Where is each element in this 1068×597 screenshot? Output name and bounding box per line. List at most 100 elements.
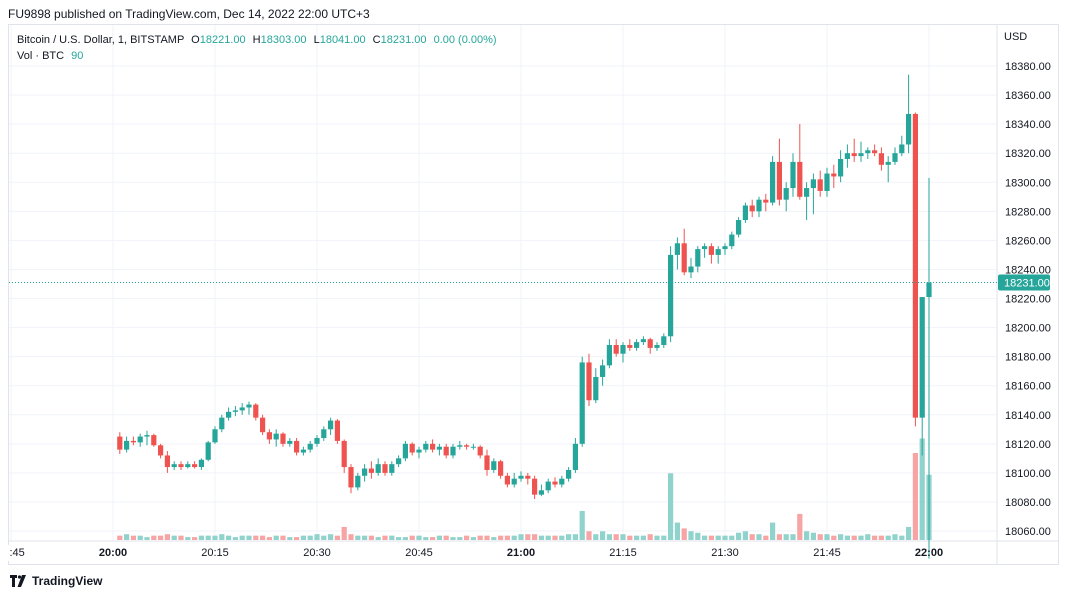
candle-body (776, 161, 782, 200)
candle-body (817, 179, 823, 191)
candle-body (280, 433, 286, 444)
volume-bar (212, 535, 218, 540)
candle-body (212, 429, 218, 443)
volume-bar (294, 537, 300, 540)
candle-body (831, 173, 837, 177)
volume-bar (362, 535, 368, 540)
legend-open-label: O (191, 34, 200, 46)
volume-bar (545, 535, 551, 540)
legend-low: 18041.00 (319, 34, 366, 46)
volume-bar (232, 537, 238, 540)
volume-bar (606, 534, 612, 540)
candle-body (130, 440, 136, 443)
volume-bar (817, 534, 823, 540)
candle-body (742, 205, 748, 221)
volume-bar (137, 535, 143, 540)
volume-bar (715, 535, 721, 540)
candle-body (287, 440, 293, 444)
volume-bar (300, 535, 306, 540)
volume-bar (464, 535, 470, 540)
candle-body (722, 246, 728, 250)
candle-body (504, 475, 510, 485)
volume-bar (851, 535, 857, 540)
volume-bar (899, 535, 905, 540)
candle-body (844, 153, 850, 159)
volume-bar (797, 513, 803, 540)
volume-bar (912, 453, 918, 540)
candle-body (545, 481, 551, 491)
candle-body (572, 443, 578, 470)
candle-body (790, 161, 796, 189)
volume-bar (634, 535, 640, 540)
volume-bar (470, 537, 476, 540)
volume-bar (872, 535, 878, 540)
candle-body (865, 150, 871, 154)
candle-body (321, 429, 327, 438)
volume-bar (763, 535, 769, 540)
candle-body (620, 345, 626, 354)
volume-bar (328, 534, 334, 540)
volume-bar (640, 535, 646, 540)
volume-bar (307, 535, 313, 540)
candle-body (314, 438, 320, 444)
volume-bar (511, 535, 517, 540)
volume-bar (178, 535, 184, 540)
price-tick-label: 18080.00 (1005, 497, 1051, 509)
price-tick-label: 18180.00 (1005, 352, 1051, 364)
volume-bar (382, 535, 388, 540)
volume-bar (436, 535, 442, 540)
volume-bar (878, 535, 884, 540)
candle-body (579, 362, 585, 444)
candle-body (362, 468, 368, 476)
chart-legend: Bitcoin / U.S. Dollar, 1, BITSTAMP O1822… (17, 32, 497, 64)
candle-body (484, 455, 490, 470)
volume-bar (266, 537, 272, 540)
candle-body (273, 433, 279, 440)
price-tick-label: 18360.00 (1005, 90, 1051, 102)
volume-bar (144, 537, 150, 540)
price-tick-label: 18240.00 (1005, 264, 1051, 276)
candle-body (355, 475, 361, 488)
candle-body (906, 113, 912, 145)
candle-body (375, 464, 381, 473)
volume-bar (124, 534, 130, 540)
candle-body (797, 161, 803, 197)
candle-body (804, 188, 810, 197)
candle-body (124, 440, 130, 450)
candle-body (606, 345, 612, 366)
time-tick-label: 21:15 (609, 547, 637, 559)
tradingview-logo[interactable]: TradingView (10, 574, 102, 588)
candle-body (749, 205, 755, 212)
legend-vol-label[interactable]: Vol · BTC (17, 50, 65, 62)
volume-bar (504, 535, 510, 540)
candle-body (389, 464, 395, 473)
volume-bar (695, 532, 701, 540)
candle-body (423, 443, 429, 450)
candle-body (334, 420, 340, 441)
volume-bar (722, 535, 728, 540)
volume-bar (484, 535, 490, 540)
legend-change: 0.00 (0.00%) (433, 34, 497, 46)
volume-bar (226, 535, 232, 540)
volume-bar (273, 535, 279, 540)
price-tick-label: 18260.00 (1005, 235, 1051, 247)
candle-body (688, 266, 694, 273)
price-tick-label: 18380.00 (1005, 61, 1051, 73)
candle-body (457, 445, 463, 447)
chart-frame (8, 24, 1059, 565)
legend-volume-row: Vol · BTC 90 (17, 48, 497, 64)
candle-body (239, 407, 245, 411)
candle-body (253, 404, 259, 418)
legend-symbol[interactable]: Bitcoin / U.S. Dollar, 1, BITSTAMP (17, 34, 185, 46)
volume-bar (246, 535, 252, 540)
volume-bar (858, 535, 864, 540)
volume-bar (600, 531, 606, 540)
volume-bar (239, 535, 245, 540)
legend-open: 18221.00 (199, 34, 246, 46)
volume-bar (253, 535, 259, 540)
volume-bar (416, 535, 422, 540)
time-tick-label: 20:45 (405, 547, 433, 559)
volume-bar (593, 534, 599, 540)
volume-bar (824, 534, 830, 540)
